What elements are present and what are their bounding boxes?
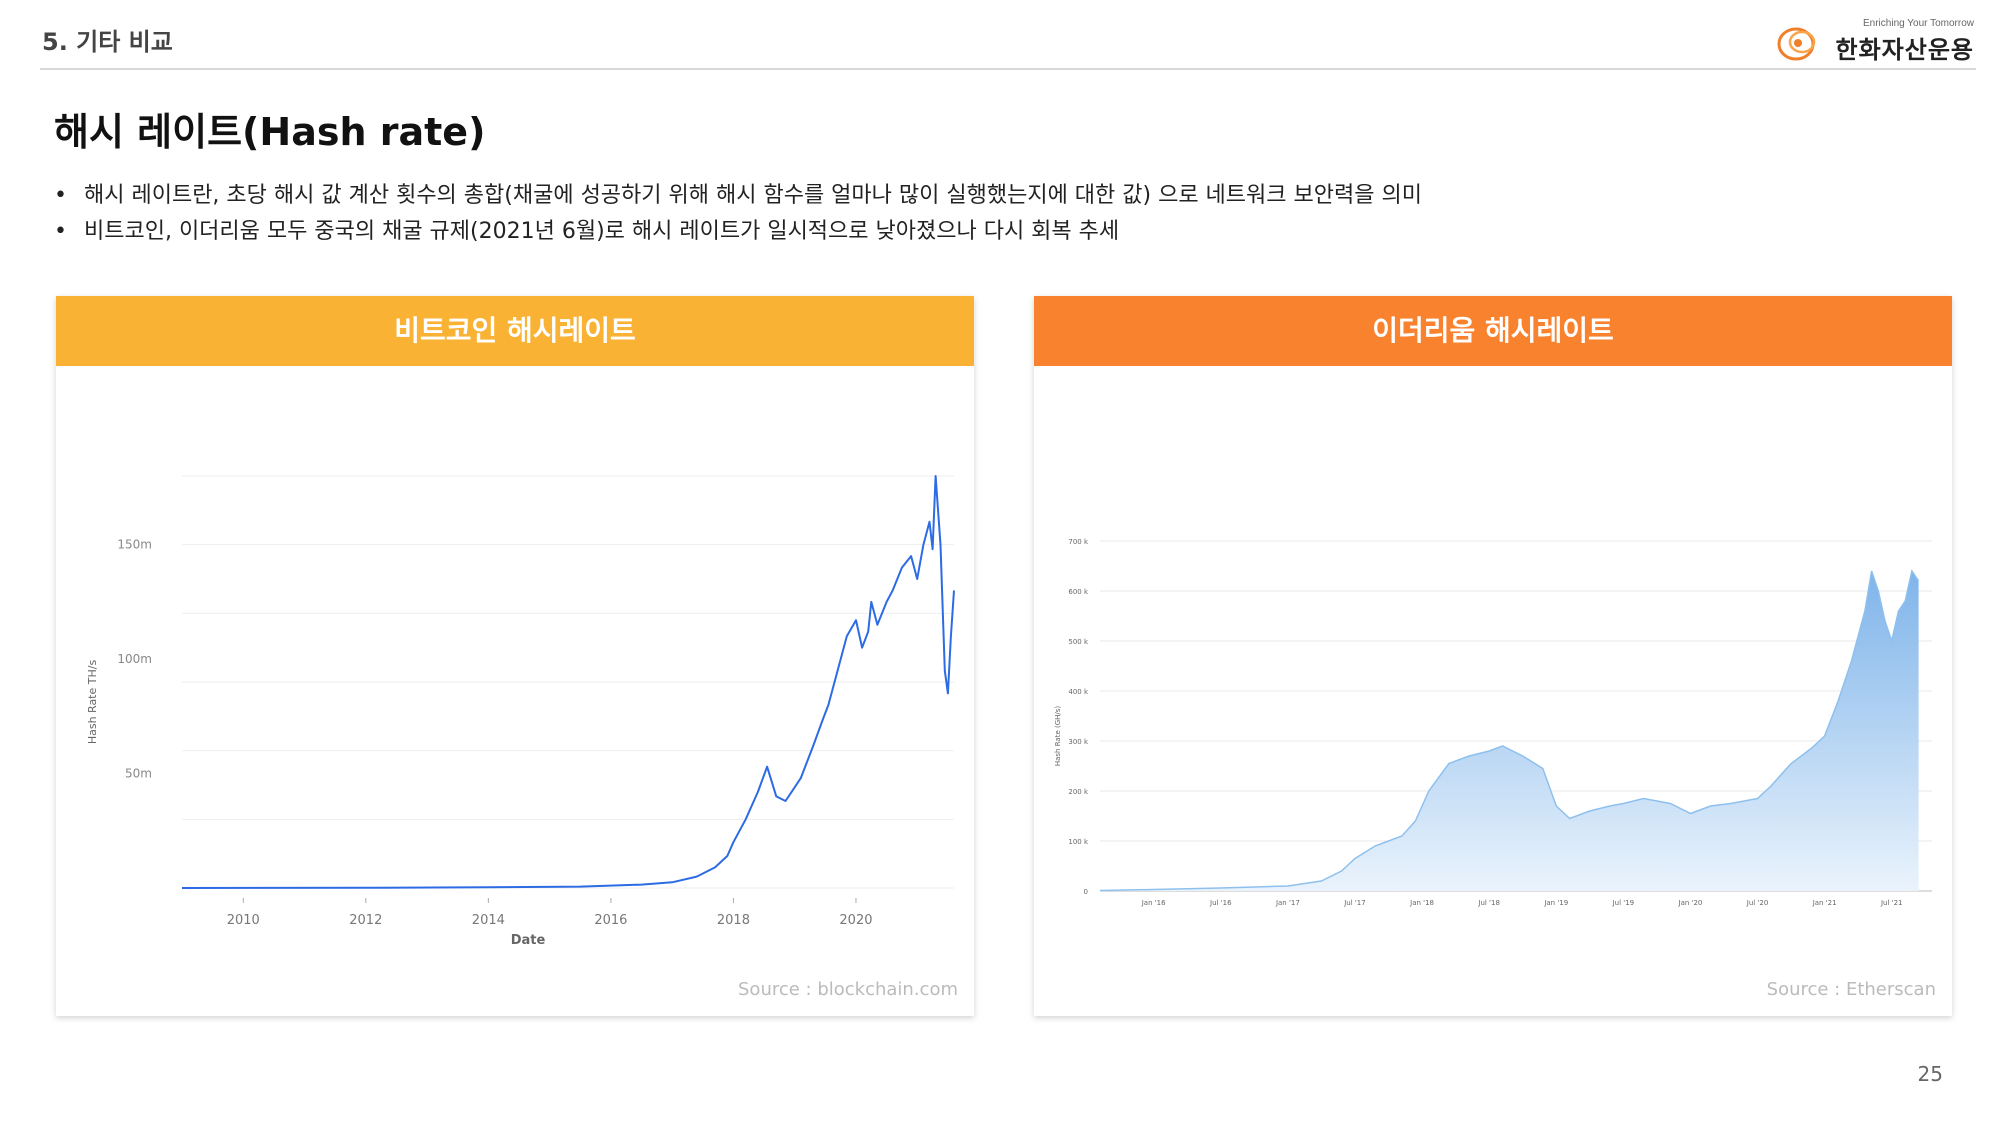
- bullet-item: 해시 레이트란, 초당 해시 값 계산 횟수의 총합(채굴에 성공하기 위해 해…: [54, 178, 1422, 214]
- y-tick-label: 500 k: [1068, 638, 1089, 646]
- section-title: 5. 기타 비교: [42, 28, 173, 56]
- eth-card: 이더리움 해시레이트 0 100 k 200 k 300 k 400 k 500 k 600…: [1034, 296, 1952, 1016]
- x-axis-label: Date: [511, 933, 546, 948]
- eth-hashrate-line: [1099, 569, 1920, 892]
- y-tick-label: 400 k: [1068, 688, 1089, 696]
- btc-source: Source : blockchain.com: [738, 979, 958, 1000]
- company-logo: Enriching Your Tomorrow 한화자산운용: [1774, 18, 1974, 66]
- y-axis-label: Hash Rate TH/s: [86, 660, 99, 745]
- eth-hashrate-area: [1100, 571, 1919, 891]
- x-tick-label: Jul '16: [1209, 899, 1232, 907]
- y-tick-label: 50m: [125, 767, 152, 781]
- x-tick-label: Jul '19: [1612, 899, 1635, 907]
- x-tick-label: 2020: [839, 913, 872, 928]
- logo-tagline: Enriching Your Tomorrow: [1863, 18, 1974, 29]
- x-tick-label: 2010: [227, 913, 260, 928]
- x-tick-label: Jan '21: [1812, 899, 1837, 907]
- btc-card: 비트코인 해시레이트 50m 100m 150m 2010 2012 2014 2016 20…: [56, 296, 974, 1016]
- x-tick-label: 2014: [472, 913, 505, 928]
- x-tick-label: Jul '17: [1343, 899, 1366, 907]
- logo-name: 한화자산운용: [1835, 36, 1974, 64]
- x-tick-label: 2018: [717, 913, 750, 928]
- x-tick-label: Jul '21: [1880, 899, 1903, 907]
- x-tick-label: Jul '20: [1746, 899, 1769, 907]
- btc-chart-area: 50m 100m 150m 2010 2012 2014 2016 2018 2020 Date H…: [56, 366, 974, 1016]
- eth-chart-area: 0 100 k 200 k 300 k 400 k 500 k 600 k 700 k Jan …: [1034, 366, 1952, 1016]
- x-tick-label: Jan '18: [1409, 899, 1434, 907]
- y-tick-label: 700 k: [1068, 538, 1089, 546]
- y-tick-label: 300 k: [1068, 738, 1089, 746]
- y-tick-label: 0: [1084, 888, 1088, 896]
- eth-card-header: 이더리움 해시레이트: [1034, 296, 1952, 366]
- eth-source: Source : Etherscan: [1766, 979, 1936, 1000]
- y-tick-label: 600 k: [1068, 588, 1089, 596]
- page-number: 25: [1917, 1062, 1943, 1086]
- btc-card-header: 비트코인 해시레이트: [56, 296, 974, 366]
- x-tick-label: 2012: [349, 913, 382, 928]
- page-title: 해시 레이트(Hash rate): [54, 110, 486, 154]
- bullet-item: 비트코인, 이더리움 모두 중국의 채굴 규제(2021년 6월)로 해시 레이…: [54, 214, 1422, 250]
- btc-hashrate-line: [181, 475, 955, 889]
- y-tick-label: 150m: [117, 538, 152, 552]
- x-tick-label: 2016: [594, 913, 627, 928]
- y-tick-label: 100 k: [1068, 838, 1089, 846]
- eth-hashrate-chart: 0 100 k 200 k 300 k 400 k 500 k 600 k 700 k Jan …: [1054, 538, 1932, 907]
- btc-hashrate-chart: 50m 100m 150m 2010 2012 2014 2016 2018 2020 Date H…: [86, 475, 955, 948]
- x-tick-label: Jan '20: [1678, 899, 1703, 907]
- bullet-list: 해시 레이트란, 초당 해시 값 계산 횟수의 총합(채굴에 성공하기 위해 해…: [54, 178, 1422, 250]
- x-tick-label: Jan '16: [1141, 899, 1166, 907]
- top-bar: 5. 기타 비교 Enriching Your Tomorrow 한화자산운용: [40, 18, 1976, 70]
- x-tick-label: Jan '17: [1275, 899, 1300, 907]
- y-tick-label: 200 k: [1068, 788, 1089, 796]
- x-tick-label: Jul '18: [1477, 899, 1500, 907]
- x-tick-label: Jan '19: [1543, 899, 1568, 907]
- y-axis-label: Hash Rate (GH/s): [1054, 706, 1062, 767]
- logo-mark-icon: [1777, 27, 1816, 61]
- y-tick-label: 100m: [117, 652, 152, 666]
